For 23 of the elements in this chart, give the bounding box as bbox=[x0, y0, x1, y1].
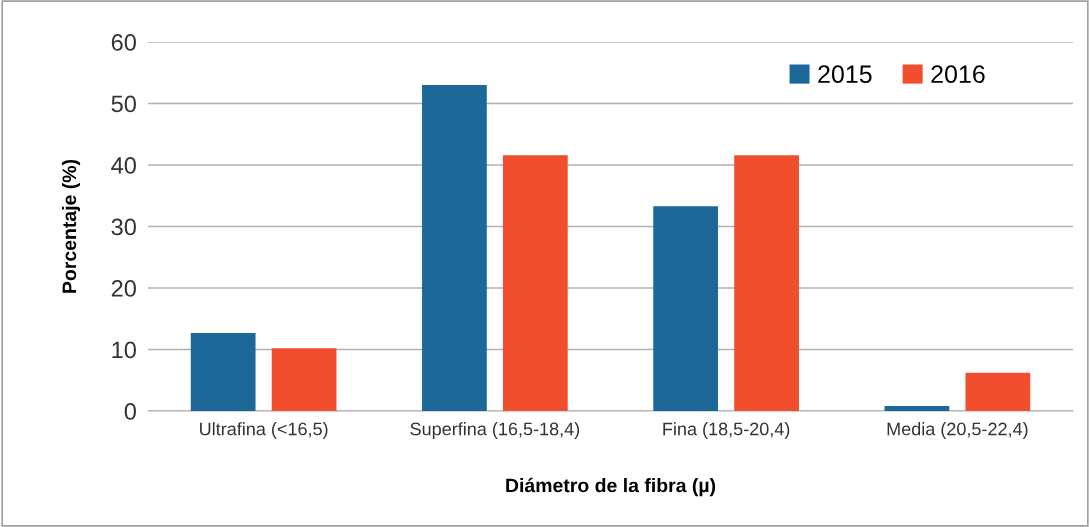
y-tick-label: 20 bbox=[111, 280, 136, 297]
legend-label: 2016 bbox=[931, 65, 985, 83]
bar bbox=[653, 206, 719, 411]
y-tick-label: 60 bbox=[111, 34, 136, 51]
x-axis-title: Diámetro de la fibra (µ) bbox=[506, 477, 716, 497]
bar bbox=[190, 332, 256, 411]
bar bbox=[422, 85, 487, 411]
x-tick-label: Ultrafina (<16,5) bbox=[200, 422, 328, 439]
legend-label: 2015 bbox=[818, 65, 872, 83]
x-tick-label: Media (20,5-22,4) bbox=[887, 422, 1028, 439]
y-tick-label: 40 bbox=[111, 157, 136, 174]
bar bbox=[502, 155, 568, 411]
bar bbox=[965, 372, 1031, 411]
y-tick-label: 10 bbox=[112, 341, 136, 359]
y-tick-label: 50 bbox=[111, 95, 136, 113]
bar bbox=[734, 155, 799, 411]
x-tick-label: Fina (18,5-20,4) bbox=[663, 422, 790, 439]
y-tick-label: 0 bbox=[124, 403, 136, 420]
y-tick-label: 30 bbox=[111, 218, 136, 236]
x-tick-label: Superfina (16,5-18,4) bbox=[410, 422, 580, 439]
bar bbox=[271, 348, 337, 411]
y-axis-title: Porcentaje (%) bbox=[61, 159, 81, 293]
bar bbox=[884, 406, 950, 411]
